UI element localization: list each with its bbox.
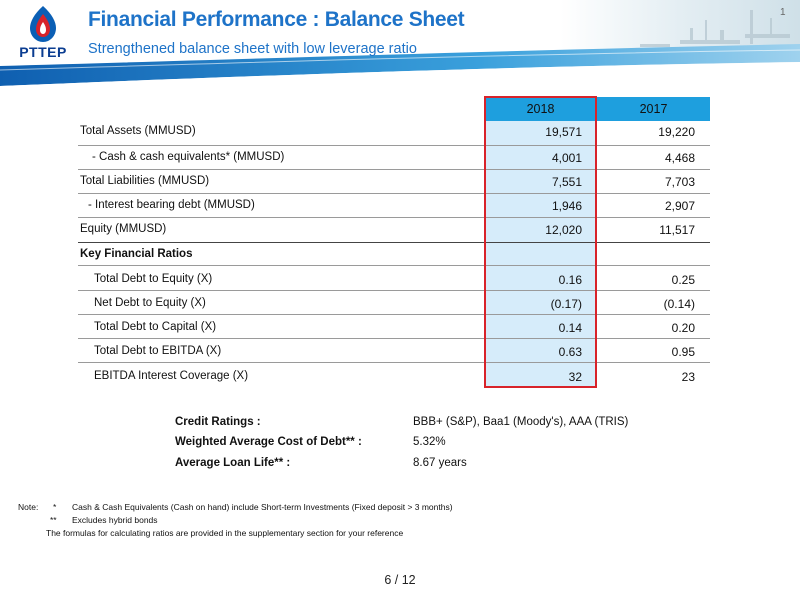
loan-life-label: Average Loan Life** : [175, 457, 291, 469]
cell-2018-debt-to-equity: 0.16 [558, 273, 582, 287]
cell-2018-equity: 12,020 [545, 223, 582, 237]
slide-title: Financial Performance : Balance Sheet [88, 8, 465, 31]
cell-2017-debt-to-capital: 0.20 [671, 321, 695, 335]
row-label-ebitda-interest-coverage: EBITDA Interest Coverage (X) [94, 370, 249, 382]
cell-2018-total-assets: 19,571 [545, 125, 582, 139]
row-divider [78, 290, 710, 291]
cell-2017-equity: 11,517 [659, 223, 695, 237]
row-label-net-debt-to-equity: Net Debt to Equity (X) [94, 297, 206, 309]
cell-2018-cash: 4,001 [551, 151, 582, 165]
row-divider [78, 314, 710, 315]
row-divider [78, 362, 710, 363]
cell-2017-net-debt-to-equity: (0.14) [663, 297, 695, 311]
row-label-total-assets: Total Assets (MMUSD) [80, 125, 196, 137]
credit-ratings-value: BBB+ (S&P), Baa1 (Moody's), AAA (TRIS) [413, 416, 629, 428]
cell-2017-debt-to-equity: 0.25 [671, 273, 695, 287]
page-number: 6 / 12 [384, 573, 416, 587]
header-background [0, 0, 800, 86]
highlight-2018-column [484, 121, 597, 388]
cell-2018-net-debt-to-equity: (0.17) [550, 297, 582, 311]
row-divider [78, 193, 710, 194]
row-label-debt-to-equity: Total Debt to Equity (X) [94, 273, 213, 285]
cell-2018-ebitda-interest-coverage: 32 [568, 370, 582, 384]
cell-2018-interest-bearing-debt: 1,946 [551, 199, 582, 213]
cell-2018-debt-to-ebitda: 0.63 [558, 345, 582, 359]
column-header-2017: 2017 [639, 102, 668, 116]
highlight-2018-border [484, 96, 597, 388]
cell-2017-interest-bearing-debt: 2,907 [664, 199, 695, 213]
note-1: Cash & Cash Equivalents (Cash on hand) i… [72, 502, 453, 512]
row-label-debt-to-capital: Total Debt to Capital (X) [94, 321, 217, 333]
slide-subtitle: Strengthened balance sheet with low leve… [88, 41, 417, 57]
rig-illustration [640, 10, 790, 47]
note-prefix: Note: [18, 502, 39, 512]
cell-2017-debt-to-ebitda: 0.95 [671, 345, 695, 359]
row-divider [78, 169, 710, 170]
row-divider [78, 265, 710, 266]
note-3: The formulas for calculating ratios are … [46, 528, 404, 538]
row-label-total-liabilities: Total Liabilities (MMUSD) [80, 175, 210, 187]
column-header-bar [484, 97, 710, 121]
row-divider [78, 145, 710, 146]
row-divider [78, 338, 710, 339]
section-divider [78, 242, 710, 243]
cell-2017-total-liabilities: 7,703 [664, 175, 695, 189]
column-header-2018: 2018 [526, 102, 555, 116]
cell-2018-total-liabilities: 7,551 [551, 175, 582, 189]
loan-life-value: 8.67 years [413, 457, 467, 469]
cell-2018-debt-to-capital: 0.14 [558, 321, 582, 335]
note-star-2: ** [50, 515, 57, 525]
wacd-label: Weighted Average Cost of Debt** : [175, 436, 362, 448]
wacd-value: 5.32% [413, 436, 446, 448]
row-label-interest-bearing-debt: - Interest bearing debt (MMUSD) [88, 199, 255, 211]
cell-2017-ebitda-interest-coverage: 23 [681, 370, 695, 384]
pttep-logo: PTTEP [8, 4, 78, 64]
corner-mark: 1 [780, 7, 786, 18]
row-label-equity: Equity (MMUSD) [80, 223, 167, 235]
row-divider [78, 217, 710, 218]
logo-text: PTTEP [19, 44, 67, 60]
row-label-debt-to-ebitda: Total Debt to EBITDA (X) [94, 345, 222, 357]
slide-header: PTTEP Financial Performance : Balance Sh… [0, 0, 800, 86]
cell-2017-total-assets: 19,220 [658, 125, 695, 139]
ratios-heading: Key Financial Ratios [80, 248, 193, 260]
note-2: Excludes hybrid bonds [72, 515, 158, 525]
credit-ratings-label: Credit Ratings : [175, 416, 261, 428]
note-star-1: * [53, 502, 57, 512]
logo-flame-icon [30, 6, 56, 42]
cell-2017-cash: 4,468 [664, 151, 695, 165]
row-label-cash: - Cash & cash equivalents* (MMUSD) [92, 151, 285, 163]
